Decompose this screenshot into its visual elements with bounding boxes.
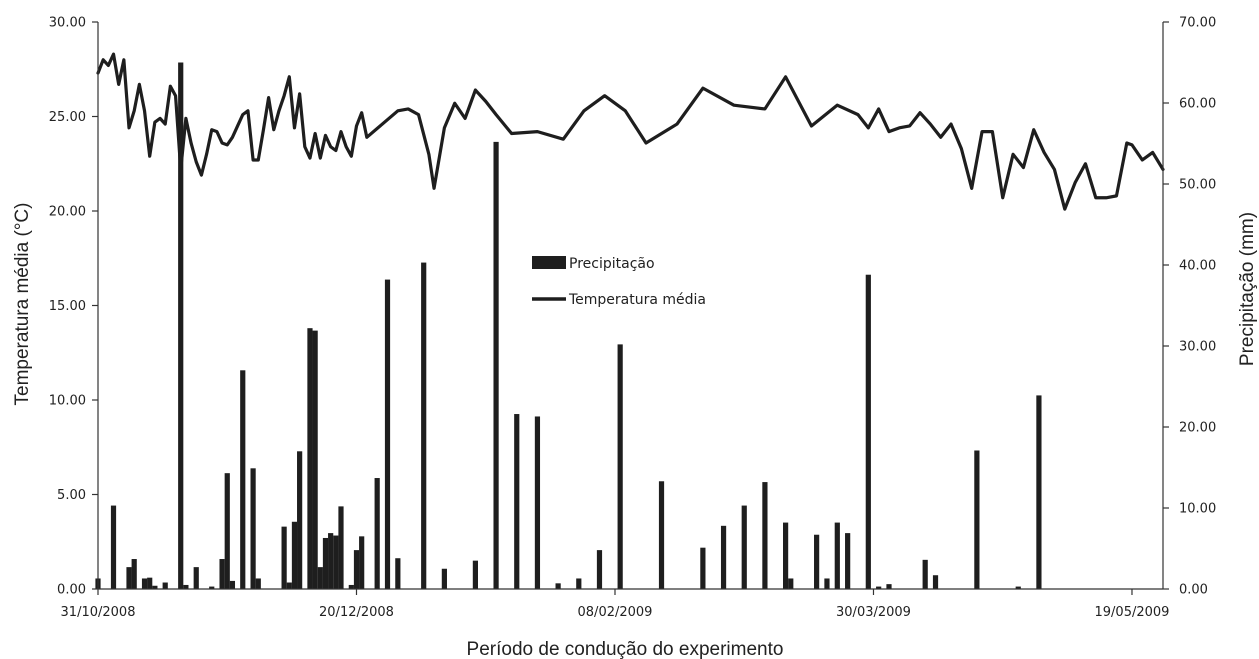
precip-bar — [162, 582, 168, 589]
precip-bar — [834, 522, 840, 589]
precip-bar — [741, 505, 747, 589]
precip-bar — [286, 582, 292, 589]
precip-bar — [534, 416, 541, 589]
x-axis-title: Período de condução do experimento — [467, 639, 784, 659]
y-tick-label-right: 30.00 — [1179, 340, 1216, 355]
temperature-line-layer — [96, 52, 1165, 211]
precip-bar — [255, 578, 261, 589]
y-tick-label-left: 10.00 — [49, 394, 86, 409]
y-tick-label-right: 50.00 — [1179, 178, 1216, 193]
precip-bar — [596, 550, 603, 589]
precip-bar — [472, 560, 478, 589]
y-tick-label-left: 25.00 — [49, 110, 86, 125]
precip-bar — [317, 567, 323, 589]
precip-bar — [421, 262, 427, 589]
precip-bar — [312, 330, 318, 589]
precip-bar — [783, 522, 789, 589]
precip-bar — [824, 578, 830, 589]
precip-bar — [126, 567, 132, 589]
precip-bar — [240, 370, 246, 589]
precip-bar — [1036, 395, 1042, 589]
precip-bar — [814, 534, 820, 589]
precip-bar — [322, 537, 329, 589]
precip-bar — [845, 533, 851, 589]
precip-bar — [876, 586, 882, 589]
x-tick-label: 30/03/2009 — [836, 605, 911, 620]
precip-bar — [328, 533, 334, 589]
precip-bar — [493, 141, 499, 589]
y-tick-label-left: 5.00 — [57, 488, 86, 503]
precip-bar — [359, 536, 365, 589]
y-tick-label-right: 70.00 — [1179, 16, 1216, 31]
precip-bar — [219, 559, 225, 589]
precip-bar — [1015, 586, 1021, 589]
precip-bar — [281, 526, 287, 589]
temperature-line — [96, 52, 1165, 211]
precip-bar — [658, 481, 665, 589]
precip-bar — [348, 584, 354, 589]
precip-bar — [224, 473, 230, 589]
precip-bar — [384, 279, 391, 589]
precip-bar — [193, 567, 199, 589]
precip-bar — [250, 468, 256, 589]
legend-temp-label: Temperatura média — [568, 292, 706, 308]
precip-bar — [441, 568, 447, 589]
tick-labels: 0.00 5.00 10.00 15.00 20.00 25.00 30.00 0.00 10.… — [49, 16, 1216, 621]
y-tick-label-left: 20.00 — [49, 205, 86, 220]
precip-bar — [183, 584, 189, 589]
x-tick-label: 08/02/2009 — [578, 605, 653, 620]
precipitation-bars — [95, 62, 1042, 589]
y-tick-label-right: 20.00 — [1179, 421, 1216, 436]
precip-bar — [788, 578, 794, 589]
y-axis-title-left: Temperatura média (°C) — [12, 203, 33, 406]
y-tick-label-left: 0.00 — [57, 583, 86, 598]
legend-precip-label: Precipitação — [569, 256, 655, 272]
legend: Precipitação Temperatura média — [532, 256, 706, 308]
y-tick-label-right: 60.00 — [1179, 97, 1216, 112]
precip-bar — [374, 478, 380, 589]
precip-bar — [922, 559, 928, 589]
legend-precip-swatch — [532, 256, 566, 269]
precip-bar — [395, 558, 401, 589]
precip-bar — [333, 535, 339, 589]
precip-bar — [932, 575, 939, 589]
precip-bar — [865, 274, 871, 589]
precip-bar — [297, 451, 303, 589]
precip-bar — [576, 578, 582, 589]
precip-bar — [229, 580, 236, 589]
precip-bar — [886, 584, 892, 589]
x-tick-label: 31/10/2008 — [61, 605, 136, 620]
precip-bar — [353, 550, 360, 589]
precip-bar — [762, 482, 768, 589]
precip-bar — [555, 583, 561, 589]
precip-bar — [209, 586, 215, 589]
y-axis-title-right: Precipitação (mm) — [1237, 212, 1258, 366]
precip-bar — [617, 344, 623, 589]
precip-bar — [147, 577, 153, 589]
y-tick-label-left: 15.00 — [49, 299, 86, 314]
precip-bar — [152, 585, 158, 589]
y-tick-label-right: 40.00 — [1179, 259, 1216, 274]
y-tick-label-right: 0.00 — [1179, 583, 1208, 598]
precip-bar — [291, 521, 298, 589]
precip-bar — [974, 450, 980, 589]
precip-bar — [720, 525, 727, 589]
precip-bar — [338, 506, 344, 589]
precip-bar — [131, 559, 137, 589]
precip-bar — [307, 328, 313, 589]
precip-bar — [141, 578, 148, 589]
x-tick-label: 20/12/2008 — [319, 605, 394, 620]
y-tick-label-right: 10.00 — [1179, 502, 1216, 517]
x-tick-label: 19/05/2009 — [1095, 605, 1170, 620]
precip-bar — [700, 547, 706, 589]
precip-bar — [514, 414, 520, 589]
precip-bar — [110, 505, 117, 589]
precip-bar — [178, 62, 184, 589]
axes — [92, 21, 1169, 595]
y-tick-label-left: 30.00 — [49, 16, 86, 31]
